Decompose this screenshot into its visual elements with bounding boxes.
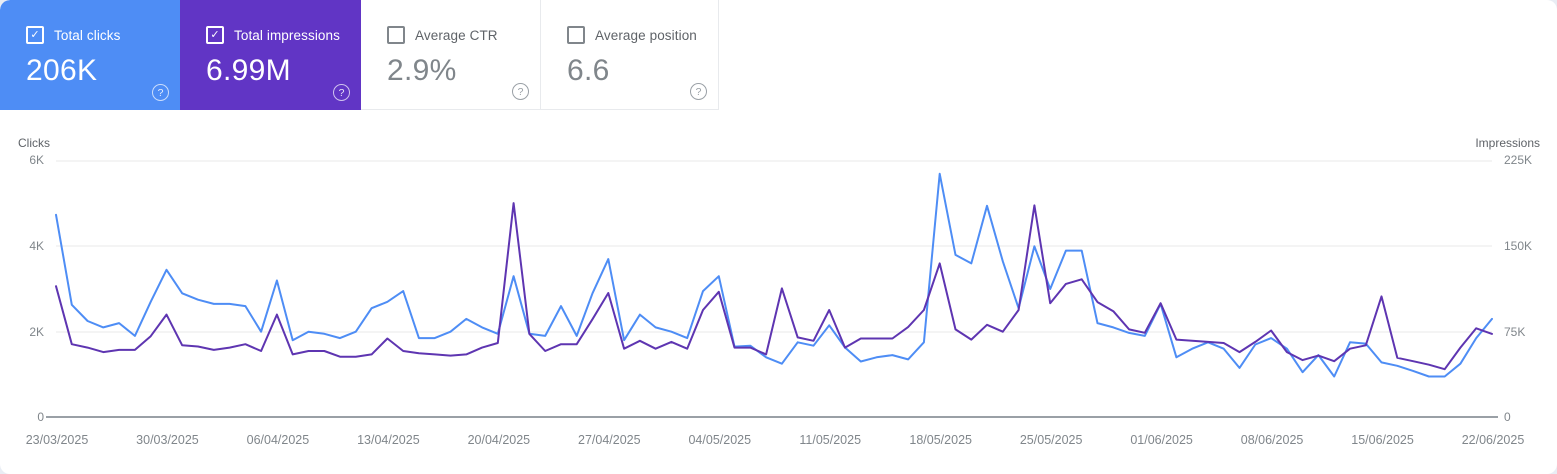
left-axis-tick: 6K [29,153,44,167]
x-axis-label: 08/06/2025 [1240,433,1304,447]
clicks-line [55,172,1493,378]
card-label: Average position [595,27,697,43]
left-axis-tick: 4K [29,239,44,253]
total-clicks-checkbox[interactable]: ✓ [26,26,44,44]
right-axis-tick: 225K [1504,153,1533,167]
right-axis-tick: 150K [1504,239,1533,253]
help-icon[interactable]: ? [512,83,529,100]
card-label: Total impressions [234,27,340,43]
right-axis-title: Impressions [1475,136,1540,150]
x-axis-label: 06/04/2025 [246,433,310,447]
help-icon[interactable]: ? [333,84,350,101]
left-axis-tick: 0 [37,410,44,424]
x-axis-label: 15/06/2025 [1351,433,1414,447]
card-average-ctr[interactable]: Average CTR 2.9% ? [361,0,541,110]
card-total-clicks[interactable]: ✓ Total clicks 206K ? [0,0,180,110]
average-position-checkbox[interactable] [567,26,585,44]
x-axis-label: 25/05/2025 [1019,433,1083,447]
x-axis-label: 27/04/2025 [578,433,641,447]
x-axis-label: 23/03/2025 [25,433,89,447]
average-ctr-checkbox[interactable] [387,26,405,44]
checkbox-check-icon: ✓ [30,28,40,41]
help-icon[interactable]: ? [690,83,707,100]
card-average-position[interactable]: Average position 6.6 ? [541,0,719,110]
total-impressions-value: 6.99M [206,54,291,87]
total-clicks-value: 206K [26,54,98,87]
card-label: Total clicks [54,27,121,43]
x-axis-label: 20/04/2025 [467,433,531,447]
left-axis-tick: 2K [29,325,44,339]
x-axis-label: 11/05/2025 [799,433,862,447]
average-position-value: 6.6 [567,54,610,87]
left-axis-title: Clicks [18,136,50,150]
average-ctr-value: 2.9% [387,54,457,87]
x-axis-label: 04/05/2025 [688,433,752,447]
card-label: Average CTR [415,27,498,43]
card-total-impressions[interactable]: ✓ Total impressions 6.99M ? [180,0,361,110]
checkbox-check-icon: ✓ [210,28,220,41]
total-impressions-checkbox[interactable]: ✓ [206,26,224,44]
x-axis-label: 22/06/2025 [1461,433,1525,447]
x-axis-label: 18/05/2025 [909,433,972,447]
x-axis-label: 01/06/2025 [1130,433,1193,447]
impressions-line [55,202,1493,371]
x-axis-label: 13/04/2025 [357,433,420,447]
right-axis-tick: 0 [1504,410,1511,424]
right-axis-tick: 75K [1504,325,1526,339]
x-axis-label: 30/03/2025 [136,433,199,447]
help-icon[interactable]: ? [152,84,169,101]
